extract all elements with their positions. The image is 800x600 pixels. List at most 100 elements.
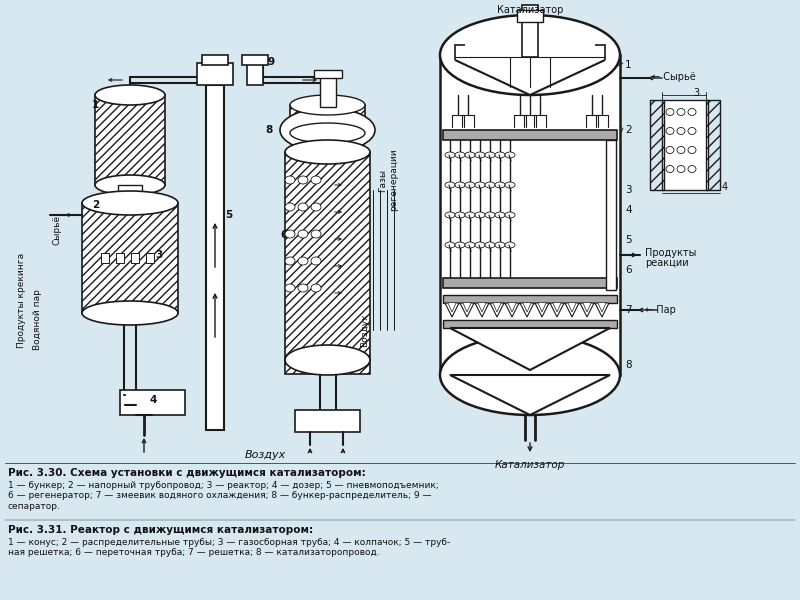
Ellipse shape <box>495 242 505 248</box>
Bar <box>118 185 142 203</box>
Text: Рис. 3.30. Схема установки с движущимся катализатором:: Рис. 3.30. Схема установки с движущимся … <box>8 468 366 478</box>
Polygon shape <box>490 303 504 317</box>
Polygon shape <box>595 303 609 317</box>
Ellipse shape <box>688 166 696 173</box>
Text: Катализатор: Катализатор <box>497 5 563 15</box>
Ellipse shape <box>285 284 295 292</box>
Text: 5: 5 <box>225 210 232 220</box>
Ellipse shape <box>465 182 475 188</box>
Ellipse shape <box>311 176 321 184</box>
Polygon shape <box>505 303 519 317</box>
Text: 2: 2 <box>92 200 99 210</box>
Bar <box>242 55 268 65</box>
Polygon shape <box>553 303 561 312</box>
Bar <box>247 63 263 85</box>
Ellipse shape <box>666 127 674 134</box>
Bar <box>517 10 543 22</box>
Text: реакции: реакции <box>645 258 689 268</box>
Ellipse shape <box>311 230 321 238</box>
Text: 3: 3 <box>155 250 162 260</box>
Polygon shape <box>520 303 534 317</box>
Text: Воздух: Воздух <box>361 313 370 347</box>
Ellipse shape <box>290 123 365 143</box>
Ellipse shape <box>677 109 685 115</box>
Ellipse shape <box>666 166 674 173</box>
Polygon shape <box>550 303 564 317</box>
Ellipse shape <box>475 242 485 248</box>
Polygon shape <box>493 303 501 312</box>
Ellipse shape <box>298 257 308 265</box>
Ellipse shape <box>485 182 495 188</box>
Ellipse shape <box>495 152 505 158</box>
Ellipse shape <box>475 212 485 218</box>
Ellipse shape <box>475 182 485 188</box>
Text: 2: 2 <box>625 125 632 135</box>
Ellipse shape <box>280 108 375 152</box>
Text: 4: 4 <box>150 395 158 405</box>
Text: 3: 3 <box>693 88 699 98</box>
Ellipse shape <box>298 203 308 211</box>
Ellipse shape <box>285 203 295 211</box>
Ellipse shape <box>455 182 465 188</box>
Ellipse shape <box>285 257 295 265</box>
Ellipse shape <box>445 152 455 158</box>
Ellipse shape <box>285 345 370 375</box>
Polygon shape <box>595 45 605 60</box>
Bar <box>197 63 233 85</box>
Text: Газы
регенерации: Газы регенерации <box>378 149 398 211</box>
Polygon shape <box>460 303 474 317</box>
Ellipse shape <box>688 146 696 154</box>
Text: Продукты: Продукты <box>645 248 696 258</box>
Ellipse shape <box>495 212 505 218</box>
Bar <box>443 320 617 328</box>
Text: 5: 5 <box>625 235 632 245</box>
Text: Продукты крекинга: Продукты крекинга <box>18 253 26 347</box>
Polygon shape <box>598 303 606 312</box>
Ellipse shape <box>95 175 165 195</box>
Ellipse shape <box>505 152 515 158</box>
Ellipse shape <box>495 182 505 188</box>
Ellipse shape <box>445 212 455 218</box>
Text: 8: 8 <box>625 360 632 370</box>
Bar <box>120 390 185 415</box>
Text: 8: 8 <box>265 125 272 135</box>
Ellipse shape <box>677 146 685 154</box>
Bar <box>131 253 139 263</box>
Ellipse shape <box>285 230 295 238</box>
Bar <box>285 152 370 374</box>
Ellipse shape <box>298 176 308 184</box>
Polygon shape <box>583 303 591 312</box>
Bar <box>606 140 616 290</box>
Ellipse shape <box>465 212 475 218</box>
Polygon shape <box>535 303 549 317</box>
Bar <box>146 253 154 263</box>
Polygon shape <box>538 303 546 312</box>
Bar <box>95 95 165 185</box>
Polygon shape <box>455 60 605 95</box>
Ellipse shape <box>298 230 308 238</box>
Ellipse shape <box>505 212 515 218</box>
Bar <box>314 70 342 78</box>
Ellipse shape <box>285 176 295 184</box>
Ellipse shape <box>311 284 321 292</box>
Text: 4: 4 <box>722 182 728 192</box>
Polygon shape <box>580 303 594 317</box>
Bar <box>116 253 124 263</box>
Ellipse shape <box>285 140 370 164</box>
Bar <box>522 5 538 57</box>
Text: 3: 3 <box>625 185 632 195</box>
Bar <box>295 410 360 432</box>
Polygon shape <box>450 375 610 415</box>
Ellipse shape <box>445 182 455 188</box>
Bar <box>82 203 178 313</box>
Ellipse shape <box>311 257 321 265</box>
Bar <box>202 55 228 65</box>
Bar <box>206 85 224 430</box>
Polygon shape <box>463 303 471 312</box>
Ellipse shape <box>440 335 620 415</box>
Text: 1 — конус; 2 — распределительные трубы; 3 — газосборная труба; 4 — колпачок; 5 —: 1 — конус; 2 — распределительные трубы; … <box>8 538 450 557</box>
Text: Водяной пар: Водяной пар <box>34 290 42 350</box>
Ellipse shape <box>485 242 495 248</box>
Text: 7: 7 <box>625 305 632 315</box>
Ellipse shape <box>666 146 674 154</box>
